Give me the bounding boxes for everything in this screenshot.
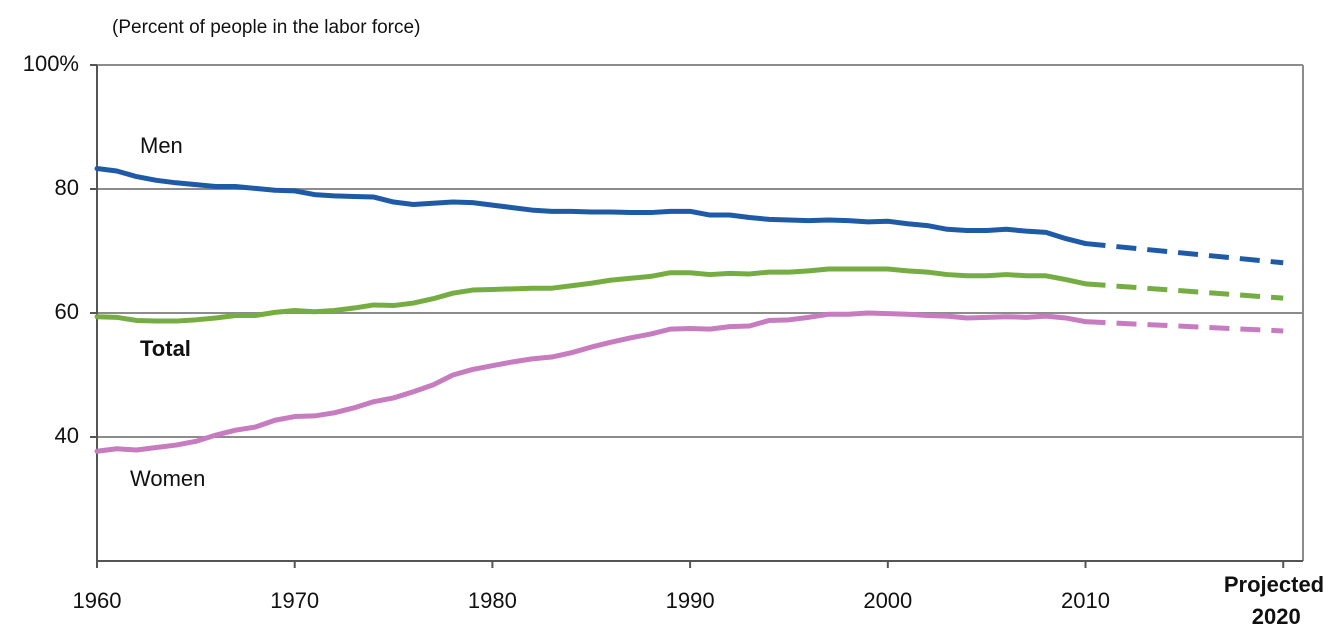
y-tick-label: 80 bbox=[55, 175, 79, 200]
x-tick-label: 1980 bbox=[468, 588, 517, 613]
y-tick-label: 60 bbox=[55, 299, 79, 324]
series-line bbox=[94, 166, 1089, 247]
projected-label: Projected bbox=[1224, 572, 1324, 597]
series-label: Total bbox=[140, 336, 191, 361]
series-label: Men bbox=[140, 133, 183, 158]
projection-line bbox=[1085, 281, 1284, 301]
x-tick-label: 1990 bbox=[666, 588, 715, 613]
projection-line bbox=[1085, 319, 1284, 334]
y-tick-label: 100% bbox=[23, 51, 79, 76]
series-line bbox=[94, 310, 1089, 454]
x-tick-label: 2010 bbox=[1061, 588, 1110, 613]
projection-line bbox=[1085, 241, 1284, 266]
x-tick-label: 1970 bbox=[270, 588, 319, 613]
x-tick-label: 2020 bbox=[1252, 604, 1301, 629]
y-tick-label: 40 bbox=[55, 423, 79, 448]
x-tick-label: 2000 bbox=[863, 588, 912, 613]
chart-subtitle: (Percent of people in the labor force) bbox=[112, 17, 420, 38]
x-tick-label: 1960 bbox=[73, 588, 122, 613]
series-label: Women bbox=[130, 466, 205, 491]
series-line bbox=[94, 266, 1089, 324]
